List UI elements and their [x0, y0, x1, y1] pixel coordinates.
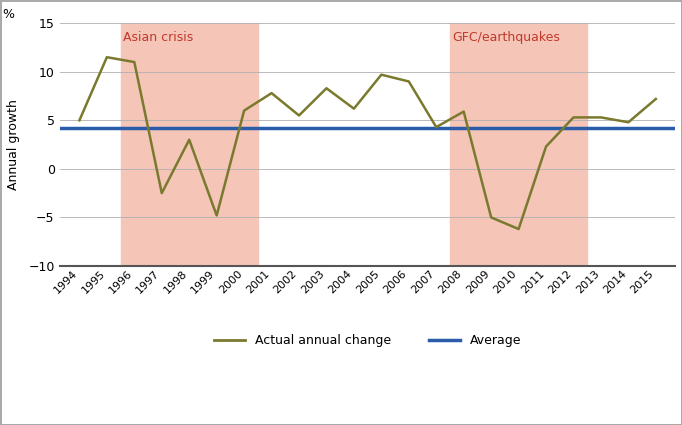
Bar	[450, 23, 587, 266]
Legend: Actual annual change, Average: Actual annual change, Average	[209, 329, 527, 352]
Text: %: %	[2, 8, 14, 21]
Text: Asian crisis: Asian crisis	[123, 31, 194, 44]
Bar	[121, 23, 258, 266]
Y-axis label: Annual growth: Annual growth	[7, 99, 20, 190]
Text: GFC/earthquakes: GFC/earthquakes	[453, 31, 561, 44]
